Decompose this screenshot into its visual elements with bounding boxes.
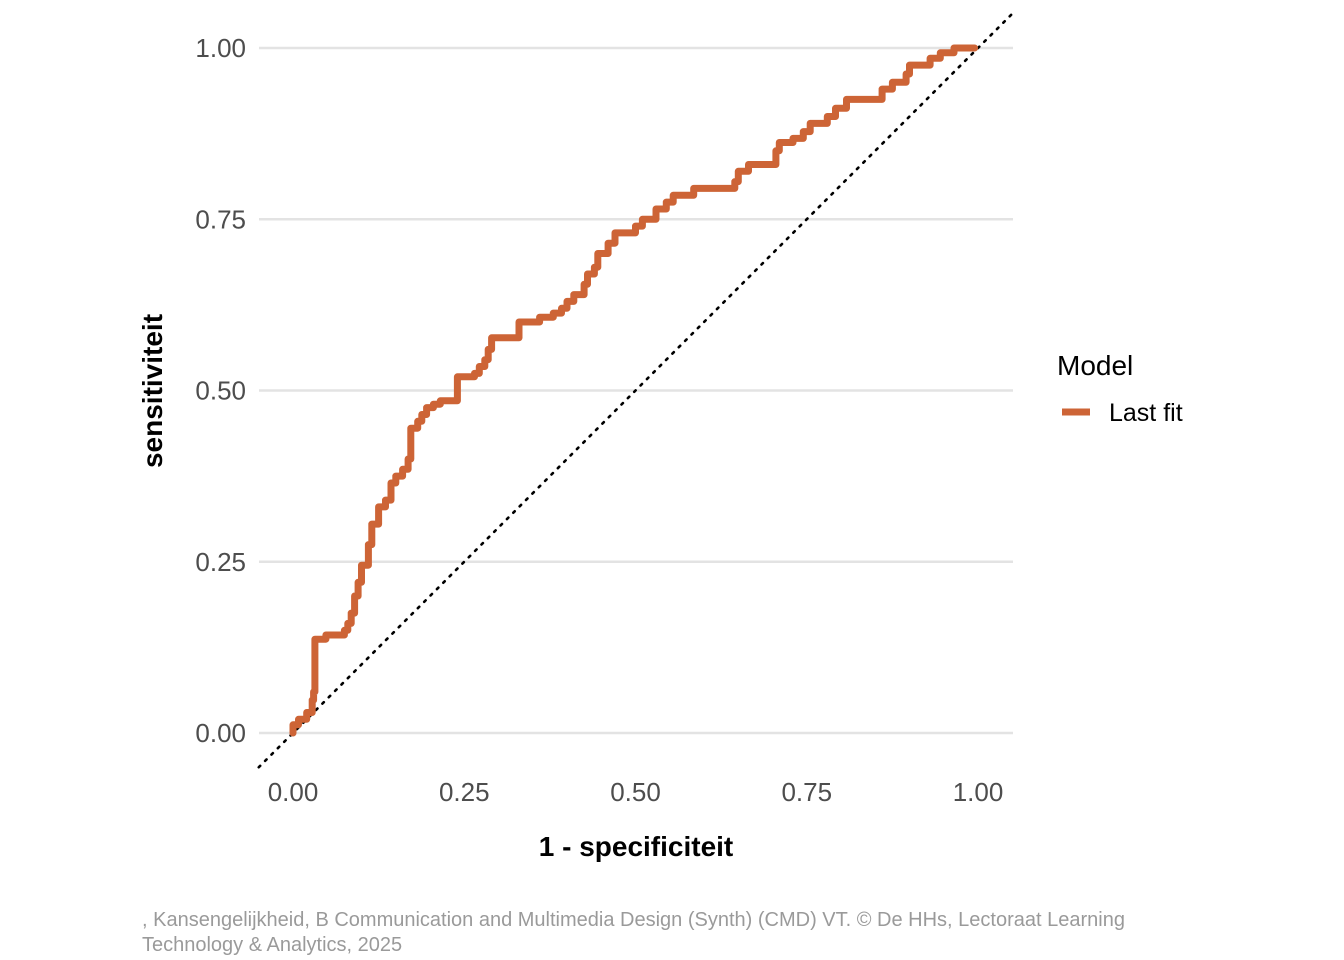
- x-tick-label: 0.50: [610, 777, 661, 807]
- x-tick-label: 0.75: [781, 777, 832, 807]
- legend-title: Model: [1057, 350, 1133, 381]
- y-tick-label: 0.50: [195, 376, 246, 406]
- caption: , Kansengelijkheid, B Communication and …: [142, 909, 1125, 956]
- y-tick-label: 1.00: [195, 33, 246, 63]
- reference-diagonal-group: [257, 12, 1014, 769]
- roc-curve-last-fit: [289, 44, 979, 737]
- x-axis-title: 1 - specificiteit: [539, 831, 734, 862]
- x-tick-label: 1.00: [953, 777, 1004, 807]
- y-tick-label: 0.00: [195, 718, 246, 748]
- y-tick-label: 0.25: [195, 547, 246, 577]
- roc-chart: 0.00 0.25 0.50 0.75 1.00 0.00 0.25 0.50 0.75 1.0…: [137, 12, 1183, 862]
- y-tick-labels: 0.00 0.25 0.50 0.75 1.00: [195, 33, 246, 748]
- y-axis-title: sensitiviteit: [137, 314, 168, 468]
- reference-diagonal-line: [257, 12, 1014, 769]
- x-tick-label: 0.00: [268, 777, 319, 807]
- legend: Model Last fit: [1057, 350, 1183, 427]
- legend-label-last-fit: Last fit: [1109, 399, 1183, 427]
- series-group: [289, 44, 979, 737]
- x-tick-labels: 0.00 0.25 0.50 0.75 1.00: [268, 777, 1004, 807]
- x-tick-label: 0.25: [439, 777, 490, 807]
- y-tick-label: 0.75: [195, 204, 246, 234]
